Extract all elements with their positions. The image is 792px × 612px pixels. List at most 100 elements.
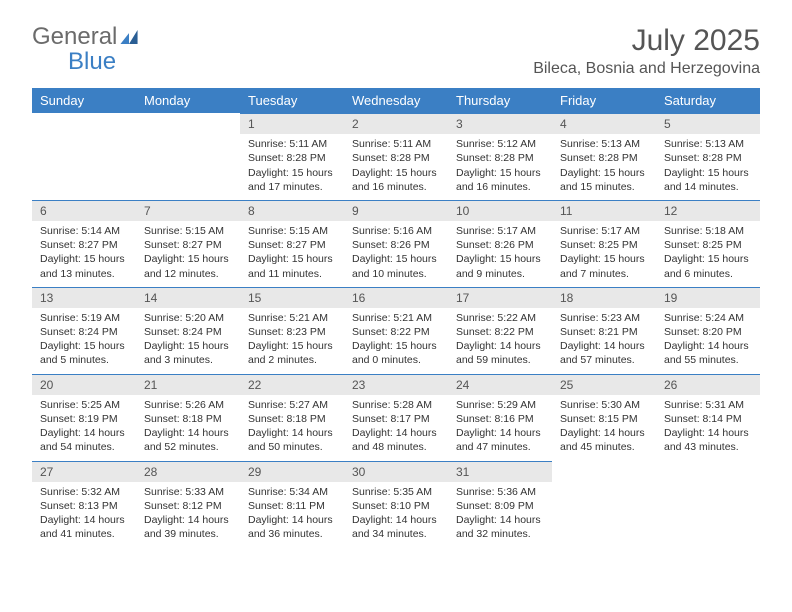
calendar-cell: 31Sunrise: 5:36 AMSunset: 8:09 PMDayligh… [448, 461, 552, 548]
calendar-cell: 4Sunrise: 5:13 AMSunset: 8:28 PMDaylight… [552, 113, 656, 200]
sunset-line: Sunset: 8:20 PM [664, 325, 752, 339]
day-content: Sunrise: 5:36 AMSunset: 8:09 PMDaylight:… [448, 482, 552, 548]
daylight-line: Daylight: 15 hours and 13 minutes. [40, 252, 128, 280]
day-header: Monday [136, 88, 240, 113]
sunset-line: Sunset: 8:26 PM [456, 238, 544, 252]
day-header: Thursday [448, 88, 552, 113]
sunset-line: Sunset: 8:21 PM [560, 325, 648, 339]
day-number: 4 [552, 113, 656, 134]
day-content: Sunrise: 5:13 AMSunset: 8:28 PMDaylight:… [552, 134, 656, 200]
day-number: 6 [32, 200, 136, 221]
logo: GeneralBlue [32, 24, 139, 74]
calendar-cell: 10Sunrise: 5:17 AMSunset: 8:26 PMDayligh… [448, 200, 552, 287]
daylight-line: Daylight: 15 hours and 9 minutes. [456, 252, 544, 280]
day-content: Sunrise: 5:22 AMSunset: 8:22 PMDaylight:… [448, 308, 552, 374]
calendar-cell: 28Sunrise: 5:33 AMSunset: 8:12 PMDayligh… [136, 461, 240, 548]
calendar-cell: 25Sunrise: 5:30 AMSunset: 8:15 PMDayligh… [552, 374, 656, 461]
sunrise-line: Sunrise: 5:14 AM [40, 224, 128, 238]
calendar-cell: 20Sunrise: 5:25 AMSunset: 8:19 PMDayligh… [32, 374, 136, 461]
calendar-cell [552, 461, 656, 548]
calendar-cell: 7Sunrise: 5:15 AMSunset: 8:27 PMDaylight… [136, 200, 240, 287]
sunset-line: Sunset: 8:28 PM [560, 151, 648, 165]
calendar-cell: 19Sunrise: 5:24 AMSunset: 8:20 PMDayligh… [656, 287, 760, 374]
daylight-line: Daylight: 14 hours and 48 minutes. [352, 426, 440, 454]
sunset-line: Sunset: 8:09 PM [456, 499, 544, 513]
sunrise-line: Sunrise: 5:23 AM [560, 311, 648, 325]
day-number: 7 [136, 200, 240, 221]
logo-text-2: Blue [68, 49, 139, 74]
sunset-line: Sunset: 8:28 PM [456, 151, 544, 165]
calendar-table: SundayMondayTuesdayWednesdayThursdayFrid… [32, 88, 760, 547]
calendar-cell [136, 113, 240, 200]
daylight-line: Daylight: 14 hours and 47 minutes. [456, 426, 544, 454]
calendar-cell: 13Sunrise: 5:19 AMSunset: 8:24 PMDayligh… [32, 287, 136, 374]
day-content: Sunrise: 5:16 AMSunset: 8:26 PMDaylight:… [344, 221, 448, 287]
day-number: 18 [552, 287, 656, 308]
calendar-cell: 3Sunrise: 5:12 AMSunset: 8:28 PMDaylight… [448, 113, 552, 200]
sunrise-line: Sunrise: 5:24 AM [664, 311, 752, 325]
month-title: July 2025 [533, 24, 760, 58]
calendar-cell: 9Sunrise: 5:16 AMSunset: 8:26 PMDaylight… [344, 200, 448, 287]
day-content: Sunrise: 5:15 AMSunset: 8:27 PMDaylight:… [240, 221, 344, 287]
daylight-line: Daylight: 14 hours and 32 minutes. [456, 513, 544, 541]
sunrise-line: Sunrise: 5:19 AM [40, 311, 128, 325]
day-content: Sunrise: 5:17 AMSunset: 8:25 PMDaylight:… [552, 221, 656, 287]
day-content: Sunrise: 5:23 AMSunset: 8:21 PMDaylight:… [552, 308, 656, 374]
daylight-line: Daylight: 14 hours and 50 minutes. [248, 426, 336, 454]
calendar-cell: 30Sunrise: 5:35 AMSunset: 8:10 PMDayligh… [344, 461, 448, 548]
calendar-cell: 16Sunrise: 5:21 AMSunset: 8:22 PMDayligh… [344, 287, 448, 374]
calendar-body: 1Sunrise: 5:11 AMSunset: 8:28 PMDaylight… [32, 113, 760, 547]
calendar-cell: 11Sunrise: 5:17 AMSunset: 8:25 PMDayligh… [552, 200, 656, 287]
sunrise-line: Sunrise: 5:13 AM [664, 137, 752, 151]
day-number: 19 [656, 287, 760, 308]
day-content: Sunrise: 5:13 AMSunset: 8:28 PMDaylight:… [656, 134, 760, 200]
calendar-cell: 8Sunrise: 5:15 AMSunset: 8:27 PMDaylight… [240, 200, 344, 287]
day-content: Sunrise: 5:25 AMSunset: 8:19 PMDaylight:… [32, 395, 136, 461]
sunset-line: Sunset: 8:18 PM [144, 412, 232, 426]
daylight-line: Daylight: 14 hours and 59 minutes. [456, 339, 544, 367]
calendar-cell: 29Sunrise: 5:34 AMSunset: 8:11 PMDayligh… [240, 461, 344, 548]
sunrise-line: Sunrise: 5:27 AM [248, 398, 336, 412]
day-number: 12 [656, 200, 760, 221]
header: GeneralBlue July 2025 Bileca, Bosnia and… [32, 24, 760, 78]
calendar-cell: 27Sunrise: 5:32 AMSunset: 8:13 PMDayligh… [32, 461, 136, 548]
sunset-line: Sunset: 8:22 PM [456, 325, 544, 339]
day-number: 14 [136, 287, 240, 308]
calendar-cell: 2Sunrise: 5:11 AMSunset: 8:28 PMDaylight… [344, 113, 448, 200]
sunrise-line: Sunrise: 5:34 AM [248, 485, 336, 499]
day-header: Friday [552, 88, 656, 113]
sunset-line: Sunset: 8:10 PM [352, 499, 440, 513]
sunrise-line: Sunrise: 5:30 AM [560, 398, 648, 412]
calendar-cell: 22Sunrise: 5:27 AMSunset: 8:18 PMDayligh… [240, 374, 344, 461]
daylight-line: Daylight: 15 hours and 14 minutes. [664, 166, 752, 194]
day-number: 5 [656, 113, 760, 134]
sunset-line: Sunset: 8:24 PM [40, 325, 128, 339]
daylight-line: Daylight: 15 hours and 16 minutes. [352, 166, 440, 194]
day-content: Sunrise: 5:32 AMSunset: 8:13 PMDaylight:… [32, 482, 136, 548]
daylight-line: Daylight: 14 hours and 57 minutes. [560, 339, 648, 367]
daylight-line: Daylight: 14 hours and 52 minutes. [144, 426, 232, 454]
calendar-head: SundayMondayTuesdayWednesdayThursdayFrid… [32, 88, 760, 113]
day-content: Sunrise: 5:11 AMSunset: 8:28 PMDaylight:… [240, 134, 344, 200]
day-content: Sunrise: 5:17 AMSunset: 8:26 PMDaylight:… [448, 221, 552, 287]
logo-icon [119, 24, 139, 49]
sunrise-line: Sunrise: 5:35 AM [352, 485, 440, 499]
day-number: 21 [136, 374, 240, 395]
day-content: Sunrise: 5:21 AMSunset: 8:23 PMDaylight:… [240, 308, 344, 374]
calendar-cell: 17Sunrise: 5:22 AMSunset: 8:22 PMDayligh… [448, 287, 552, 374]
sunset-line: Sunset: 8:27 PM [144, 238, 232, 252]
calendar-cell [656, 461, 760, 548]
day-number: 15 [240, 287, 344, 308]
sunrise-line: Sunrise: 5:11 AM [352, 137, 440, 151]
day-number: 16 [344, 287, 448, 308]
daylight-line: Daylight: 15 hours and 15 minutes. [560, 166, 648, 194]
day-number: 27 [32, 461, 136, 482]
daylight-line: Daylight: 15 hours and 17 minutes. [248, 166, 336, 194]
daylight-line: Daylight: 15 hours and 10 minutes. [352, 252, 440, 280]
daylight-line: Daylight: 15 hours and 12 minutes. [144, 252, 232, 280]
day-number: 28 [136, 461, 240, 482]
daylight-line: Daylight: 15 hours and 2 minutes. [248, 339, 336, 367]
daylight-line: Daylight: 15 hours and 5 minutes. [40, 339, 128, 367]
day-number: 9 [344, 200, 448, 221]
sunset-line: Sunset: 8:27 PM [40, 238, 128, 252]
